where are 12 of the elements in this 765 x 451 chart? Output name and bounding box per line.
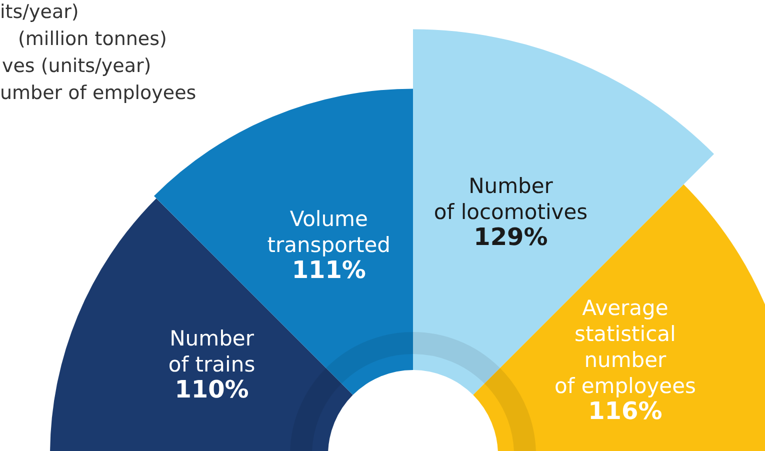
data-label: 111% — [292, 256, 366, 284]
data-label: 116% — [588, 397, 662, 426]
category-label: Number of locomotives — [434, 174, 588, 224]
category-label: Volume transported — [267, 206, 391, 257]
text: (million tonnes) — [18, 28, 167, 50]
text: umber of employees — [0, 82, 196, 104]
category-label: Number of trains — [168, 326, 256, 377]
data-label: 129% — [474, 223, 548, 252]
text: ves (units/year) — [2, 55, 152, 77]
data-label: 110% — [174, 376, 249, 404]
text: its/year) — [0, 1, 79, 23]
category-label: Average statistical number of employees — [554, 296, 696, 398]
